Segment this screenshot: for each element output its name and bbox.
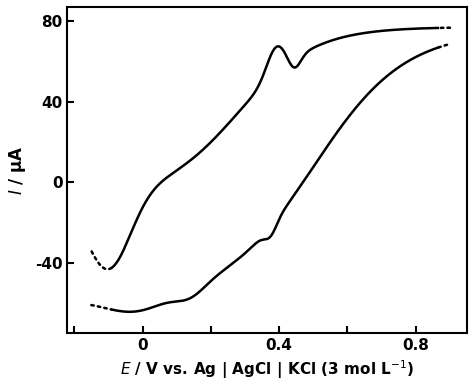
X-axis label: $E$ / V vs. Ag | AgCl | KCl (3 mol L$^{-1}$): $E$ / V vs. Ag | AgCl | KCl (3 mol L$^{-…	[120, 359, 414, 381]
Y-axis label: $I$ / μA: $I$ / μA	[7, 145, 28, 195]
